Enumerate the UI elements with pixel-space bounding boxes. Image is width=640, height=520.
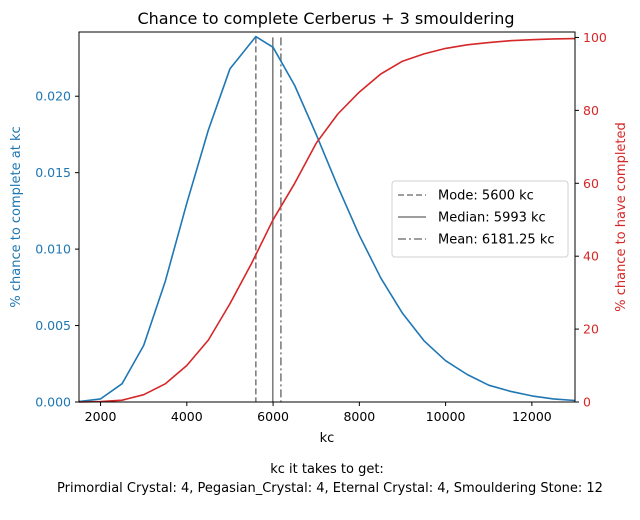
left-y-tick-label: 0.010 [35, 242, 71, 257]
plot-frame [78, 31, 576, 403]
left-y-axis-label: % chance to complete at kc [9, 126, 24, 307]
x-tick-label: 12000 [512, 409, 552, 424]
pdf-series-line [78, 35, 576, 403]
legend-mean-label: Mean: 6181.25 kc [438, 233, 555, 248]
legend-mode-label: Mode: 5600 kc [438, 189, 534, 204]
left-y-tick-label: 0.005 [35, 318, 71, 333]
x-tick-label: 10000 [426, 409, 466, 424]
right-y-tick-label: 100 [583, 30, 607, 45]
x-tick-label: 6000 [257, 409, 289, 424]
chart-title: Chance to complete Cerberus + 3 smoulder… [137, 9, 514, 28]
left-y-tick-label: 0.000 [35, 395, 71, 410]
caption-line-1: kc it takes to get: [270, 462, 384, 477]
right-y-tick-label: 20 [583, 322, 599, 337]
plot-lines [78, 35, 576, 403]
caption-line-2: Primordial Crystal: 4, Pegasian_Crystal:… [57, 481, 603, 496]
left-y-axis: 0.000 0.005 0.010 0.015 0.020 [35, 89, 79, 410]
right-y-axis-label: % chance to have completed [614, 122, 629, 312]
left-y-tick-label: 0.020 [35, 89, 71, 104]
right-y-tick-label: 0 [583, 395, 591, 410]
right-y-tick-label: 80 [583, 103, 599, 118]
legend: Mode: 5600 kc Median: 5993 kc Mean: 6181… [391, 180, 569, 258]
right-y-tick-label: 60 [583, 176, 599, 191]
right-y-tick-label: 40 [583, 249, 599, 264]
x-axis-label: kc [320, 431, 335, 446]
cdf-series-line [78, 37, 576, 403]
x-axis: 2000 4000 6000 8000 10000 12000 [85, 402, 552, 424]
legend-box [391, 180, 569, 258]
x-tick-label: 4000 [171, 409, 203, 424]
x-tick-label: 8000 [343, 409, 375, 424]
left-y-tick-label: 0.015 [35, 165, 71, 180]
right-y-axis: 0 20 40 60 80 100 [575, 30, 607, 410]
x-tick-label: 2000 [85, 409, 117, 424]
legend-median-label: Median: 5993 kc [438, 211, 546, 226]
